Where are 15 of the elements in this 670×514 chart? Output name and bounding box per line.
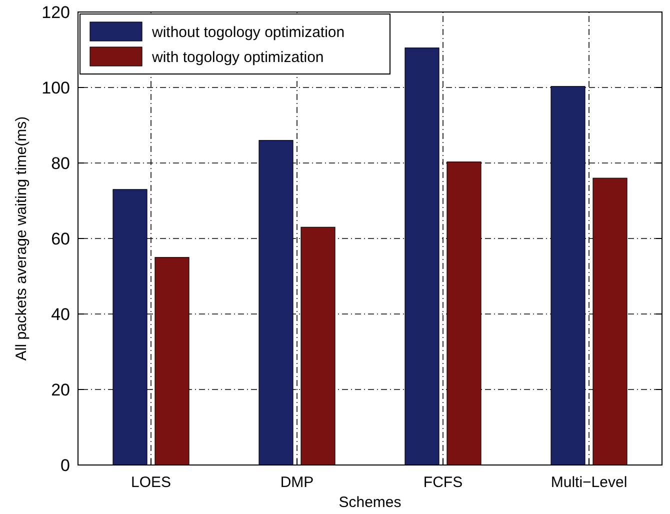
x-axis-title: Schemes: [338, 494, 402, 511]
y-tick-label: 120: [42, 2, 70, 22]
x-tick-label: FCFS: [423, 474, 463, 491]
y-tick-label: 100: [42, 78, 70, 98]
y-axis-title: All packets average waiting time(ms): [13, 116, 30, 361]
legend-label: without togology optimization: [151, 24, 345, 41]
legend-label: with togology optimization: [151, 49, 324, 66]
y-tick-label: 60: [51, 229, 70, 248]
y-tick-label: 0: [60, 456, 70, 475]
x-tick-label: Multi−Level: [550, 474, 628, 491]
x-tick-label: LOES: [130, 474, 172, 491]
y-tick-label: 40: [51, 304, 70, 324]
y-tick-label: 80: [51, 154, 70, 173]
y-tick-label: 20: [51, 380, 70, 400]
x-tick-label: DMP: [280, 474, 314, 491]
